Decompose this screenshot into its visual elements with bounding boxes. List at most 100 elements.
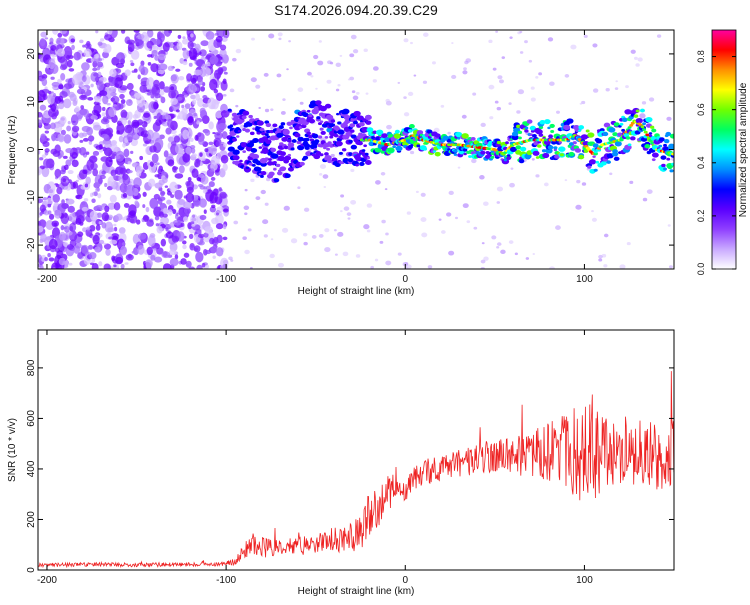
noise-cell: [251, 37, 255, 41]
noise-cell: [535, 76, 539, 79]
noise-cell: [93, 72, 99, 77]
noise-cell: [71, 44, 75, 51]
noise-cell: [149, 145, 157, 153]
noise-cell: [508, 102, 512, 105]
signal-core-cell: [645, 133, 650, 137]
noise-cell: [244, 212, 248, 216]
noise-cell: [488, 84, 495, 90]
noise-cell: [65, 180, 69, 183]
noise-cell: [200, 86, 206, 92]
noise-cell: [323, 185, 327, 189]
noise-cell: [243, 205, 250, 211]
noise-cell: [311, 235, 317, 239]
signal-cell: [326, 147, 330, 151]
noise-cell: [420, 192, 426, 197]
signal-cell: [614, 141, 622, 147]
signal-core-cell: [629, 123, 634, 127]
signal-cell: [539, 120, 546, 125]
signal-cell: [304, 137, 310, 142]
noise-cell: [372, 66, 379, 71]
signal-cell: [612, 149, 618, 154]
noise-cell: [73, 51, 81, 61]
signal-cell: [232, 149, 240, 155]
noise-cell: [63, 242, 69, 248]
signal-cell: [587, 165, 592, 169]
noise-cell: [163, 207, 169, 214]
signal-cell: [319, 127, 324, 131]
spectrogram-ytick-label: 20: [26, 48, 37, 60]
signal-cell: [245, 166, 250, 169]
noise-cell: [130, 62, 135, 67]
signal-cell: [342, 108, 350, 115]
noise-cell: [386, 124, 392, 130]
noise-cell: [95, 204, 103, 210]
noise-cell: [131, 70, 136, 73]
noise-cell: [86, 126, 93, 136]
noise-cell: [427, 265, 433, 269]
noise-cell: [127, 120, 131, 125]
noise-cell: [182, 38, 189, 45]
noise-cell: [173, 219, 182, 226]
colorbar-gradient: [711, 29, 737, 270]
signal-cell: [232, 138, 238, 142]
noise-cell: [167, 65, 174, 72]
noise-cell: [615, 80, 618, 83]
signal-cell: [588, 159, 597, 165]
signal-cell: [246, 148, 252, 152]
noise-cell: [101, 106, 106, 112]
signal-cell: [526, 119, 533, 124]
noise-cell: [642, 197, 648, 202]
noise-cell: [264, 202, 269, 206]
noise-cell: [154, 256, 163, 263]
noise-cell: [102, 95, 109, 105]
signal-cell: [348, 139, 353, 144]
noise-cell: [242, 236, 247, 240]
noise-cell: [115, 62, 125, 69]
signal-cell: [582, 141, 590, 147]
signal-cell: [517, 130, 523, 135]
signal-cell: [311, 133, 319, 139]
noise-cell: [187, 115, 194, 126]
snr-ylabel: SNR (10 * v/v): [7, 418, 18, 482]
noise-cell: [50, 76, 55, 80]
noise-cell: [433, 127, 440, 133]
signal-cell: [299, 161, 305, 166]
signal-cell: [327, 159, 333, 164]
signal-cell: [302, 112, 309, 118]
signal-cell: [275, 163, 281, 168]
noise-cell: [103, 242, 107, 245]
signal-cell: [355, 163, 359, 167]
noise-cell: [101, 133, 109, 139]
noise-cell: [352, 49, 359, 54]
noise-cell: [142, 143, 148, 147]
noise-cell: [95, 145, 104, 150]
signal-cell: [535, 156, 540, 159]
noise-cell: [576, 179, 581, 184]
noise-cell: [182, 240, 187, 245]
signal-cell: [337, 121, 342, 125]
noise-cell: [53, 123, 63, 133]
noise-cell: [115, 53, 122, 59]
noise-cell: [76, 88, 86, 95]
signal-cell: [550, 130, 555, 134]
noise-cell: [441, 230, 446, 234]
signal-cell: [313, 148, 317, 151]
signal-cell: [279, 142, 284, 146]
signal-cell: [265, 122, 272, 128]
signal-cell: [308, 118, 316, 124]
signal-cell: [547, 145, 554, 150]
noise-cell: [90, 58, 94, 63]
noise-cell: [131, 162, 140, 168]
signal-cell: [287, 167, 294, 172]
colorbar-tick-label: 0.4: [696, 157, 706, 170]
noise-cell: [350, 199, 357, 205]
noise-cell: [112, 262, 120, 269]
signal-cell: [432, 150, 437, 153]
noise-cell: [174, 254, 179, 260]
signal-cell: [608, 127, 616, 133]
signal-cell: [485, 150, 490, 155]
noise-cell: [667, 224, 671, 227]
noise-cell: [42, 140, 50, 148]
noise-cell: [349, 53, 355, 58]
noise-cell: [91, 262, 99, 269]
